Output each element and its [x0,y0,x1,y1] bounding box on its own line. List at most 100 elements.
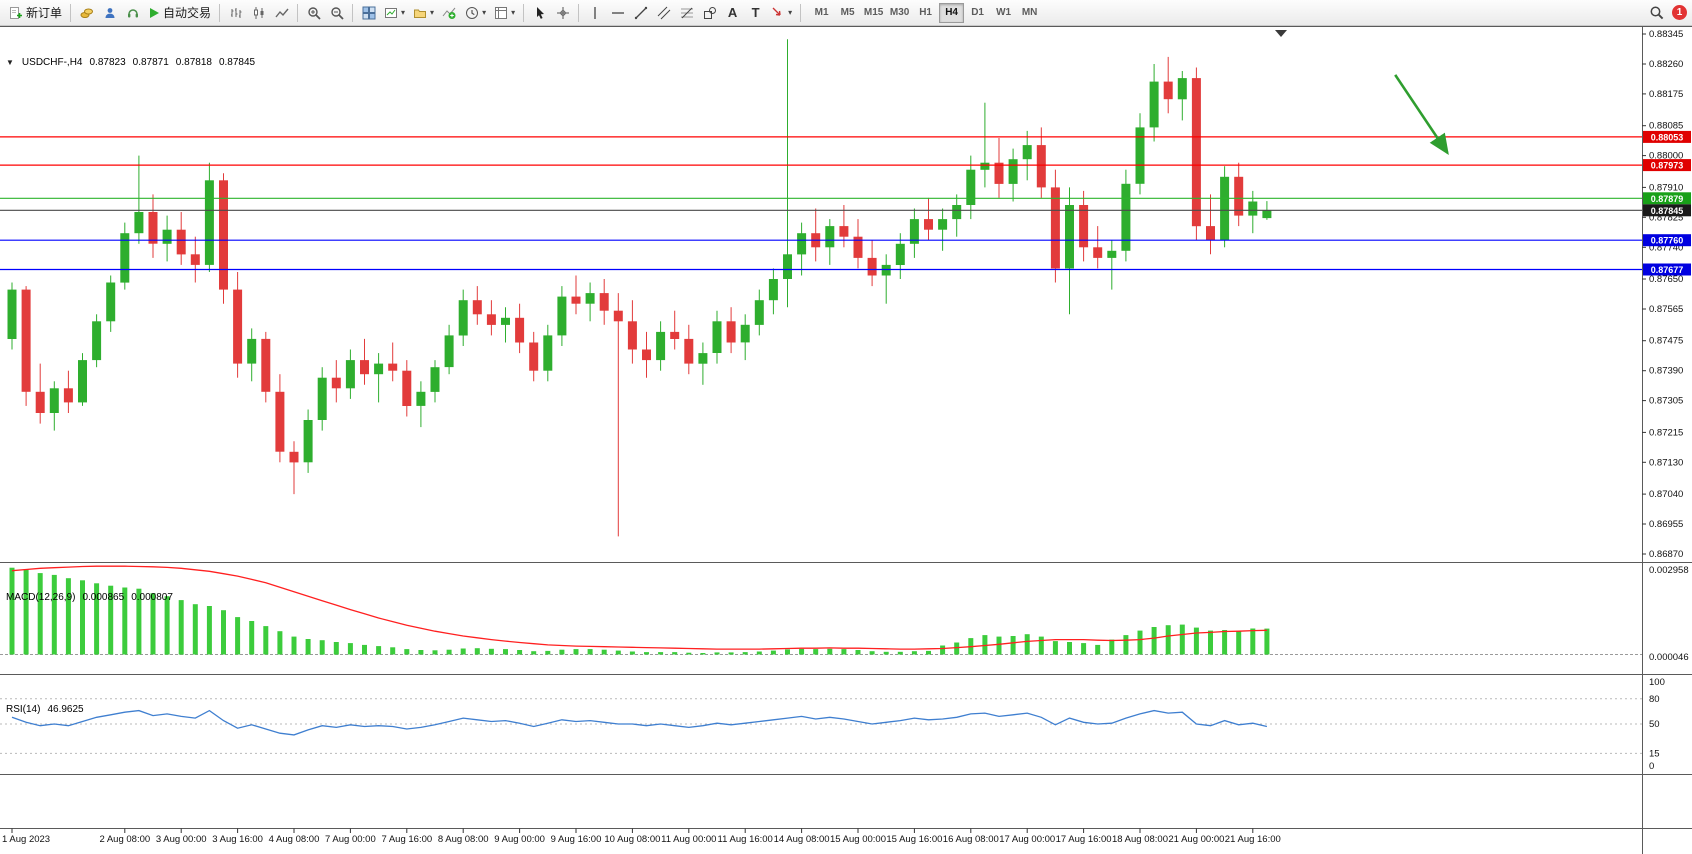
new-chart-icon [384,6,398,20]
new-order-button[interactable]: 新订单 [5,2,66,24]
svg-text:15 Aug 16:00: 15 Aug 16:00 [886,834,942,845]
timeframe-m1-button[interactable]: M1 [814,7,829,18]
shapes-tool-button[interactable] [698,2,721,24]
svg-text:21 Aug 00:00: 21 Aug 00:00 [1168,834,1224,845]
timeframe-w1-button[interactable]: W1 [996,7,1012,18]
svg-text:0.88053: 0.88053 [1651,132,1684,142]
zoom-out-icon [330,6,344,20]
svg-text:0.87650: 0.87650 [1649,274,1683,285]
chart-canvas[interactable]: 0.883450.882600.881750.880850.880000.879… [0,26,1692,854]
zoom-in-button[interactable] [302,2,325,24]
timeframe-d1-button[interactable]: D1 [971,7,984,18]
chart-profiles-button[interactable]: ▾ [409,2,438,24]
timeframe-m30-button[interactable]: M30 [889,7,910,18]
svg-text:0.87845: 0.87845 [1651,206,1684,216]
horizontal-line-tool-button[interactable] [606,2,629,24]
text-tool-button[interactable]: A [721,2,744,24]
timeframe-m15-button[interactable]: M15 [863,7,884,18]
rsi-indicator-label: RSI(14) 46.9625 [6,704,84,715]
line-chart-icon [274,6,289,20]
macd-signal-value: 0.000807 [131,592,173,603]
rsi-value: 46.9625 [47,704,84,715]
macd-pane: 0.002958 0.000046 [0,565,1689,663]
indicators-button[interactable] [438,2,461,24]
templates-button[interactable]: ▾ [490,2,519,24]
svg-text:0.87760: 0.87760 [1651,236,1684,246]
vertical-line-tool-button[interactable] [583,2,606,24]
svg-text:15: 15 [1649,748,1660,759]
tile-windows-button[interactable] [357,2,380,24]
periods-button[interactable]: ▾ [461,2,490,24]
svg-text:17 Aug 16:00: 17 Aug 16:00 [1056,834,1112,845]
svg-text:80: 80 [1649,694,1660,705]
channel-tool-button[interactable] [652,2,675,24]
svg-text:0.87130: 0.87130 [1649,457,1683,468]
svg-text:7 Aug 00:00: 7 Aug 00:00 [325,834,376,845]
svg-text:0.87565: 0.87565 [1649,304,1683,315]
svg-text:21 Aug 16:00: 21 Aug 16:00 [1225,834,1281,845]
timeframe-m5-button[interactable]: M5 [840,7,855,18]
window-menu-icon[interactable]: ▼ [6,58,14,67]
search-button[interactable] [1645,2,1668,24]
new-order-icon [9,6,23,20]
coins-button[interactable] [75,2,98,24]
cursor-button[interactable] [528,2,551,24]
time-scale[interactable]: 1 Aug 2023 2 Aug 08:00 3 Aug 00:00 3 Aug 16… [2,828,1281,846]
arrows-tool-button[interactable]: ▾ [767,2,796,24]
svg-text:15 Aug 00:00: 15 Aug 00:00 [830,834,886,845]
arrow-symbol-icon [771,6,785,20]
price-tag: 0.87973 [1643,159,1691,172]
timeframe-h1-button[interactable]: H1 [919,7,932,18]
svg-text:16 Aug 08:00: 16 Aug 08:00 [943,834,999,845]
toolbar-separator [352,3,354,22]
folder-icon [413,6,427,20]
zoom-out-button[interactable] [325,2,348,24]
coins-icon [80,6,94,20]
notifications-badge[interactable]: 1 [1672,5,1687,20]
crosshair-button[interactable] [551,2,574,24]
headset-icon [126,6,140,20]
price-scale[interactable]: 0.883450.882600.881750.880850.880000.879… [1642,29,1683,560]
pane-borders [0,26,1692,854]
rsi-name: RSI(14) [6,704,41,715]
svg-text:14 Aug 08:00: 14 Aug 08:00 [774,834,830,845]
channel-icon [657,6,671,20]
svg-text:0.88260: 0.88260 [1649,59,1683,70]
line-chart-mode-button[interactable] [270,2,293,24]
auto-trading-button[interactable]: 自动交易 [144,2,215,24]
trendline-tool-button[interactable] [629,2,652,24]
indicators-icon [442,6,457,20]
quote-low: 0.87818 [175,57,212,68]
svg-text:9 Aug 00:00: 9 Aug 00:00 [494,834,545,845]
svg-text:17 Aug 00:00: 17 Aug 00:00 [999,834,1055,845]
vertical-line-icon [588,6,602,20]
svg-text:11 Aug 00:00: 11 Aug 00:00 [661,834,716,845]
chart-shift-marker[interactable] [1275,30,1287,37]
timeframe-mn-button[interactable]: MN [1021,7,1038,18]
fibonacci-icon [680,6,694,20]
svg-text:18 Aug 08:00: 18 Aug 08:00 [1112,834,1168,845]
svg-text:0.000046: 0.000046 [1649,652,1689,663]
template-icon [494,6,508,20]
quote-high: 0.87871 [132,57,169,68]
fibonacci-tool-button[interactable] [675,2,698,24]
svg-text:0.002958: 0.002958 [1649,565,1689,576]
new-chart-button[interactable]: ▾ [380,2,409,24]
trendline-icon [634,6,648,20]
svg-text:0.87879: 0.87879 [1651,194,1684,204]
support-button[interactable] [121,2,144,24]
svg-text:0.88345: 0.88345 [1649,29,1683,40]
text-label-tool-button[interactable]: T [744,2,767,24]
trend-arrow-annotation[interactable] [1394,74,1449,155]
profile-button[interactable] [98,2,121,24]
search-icon [1649,5,1664,20]
svg-text:0.87305: 0.87305 [1649,396,1683,407]
new-order-label: 新订单 [26,6,63,20]
chevron-down-icon: ▾ [511,7,516,17]
main-toolbar: 新订单 自动交易 [0,0,1692,26]
timeframe-h4-button[interactable]: H4 [939,2,965,23]
bar-chart-mode-button[interactable] [224,2,247,24]
chevron-down-icon: ▾ [430,7,435,17]
candlestick-mode-button[interactable] [247,2,270,24]
svg-text:0.87825: 0.87825 [1649,212,1683,223]
